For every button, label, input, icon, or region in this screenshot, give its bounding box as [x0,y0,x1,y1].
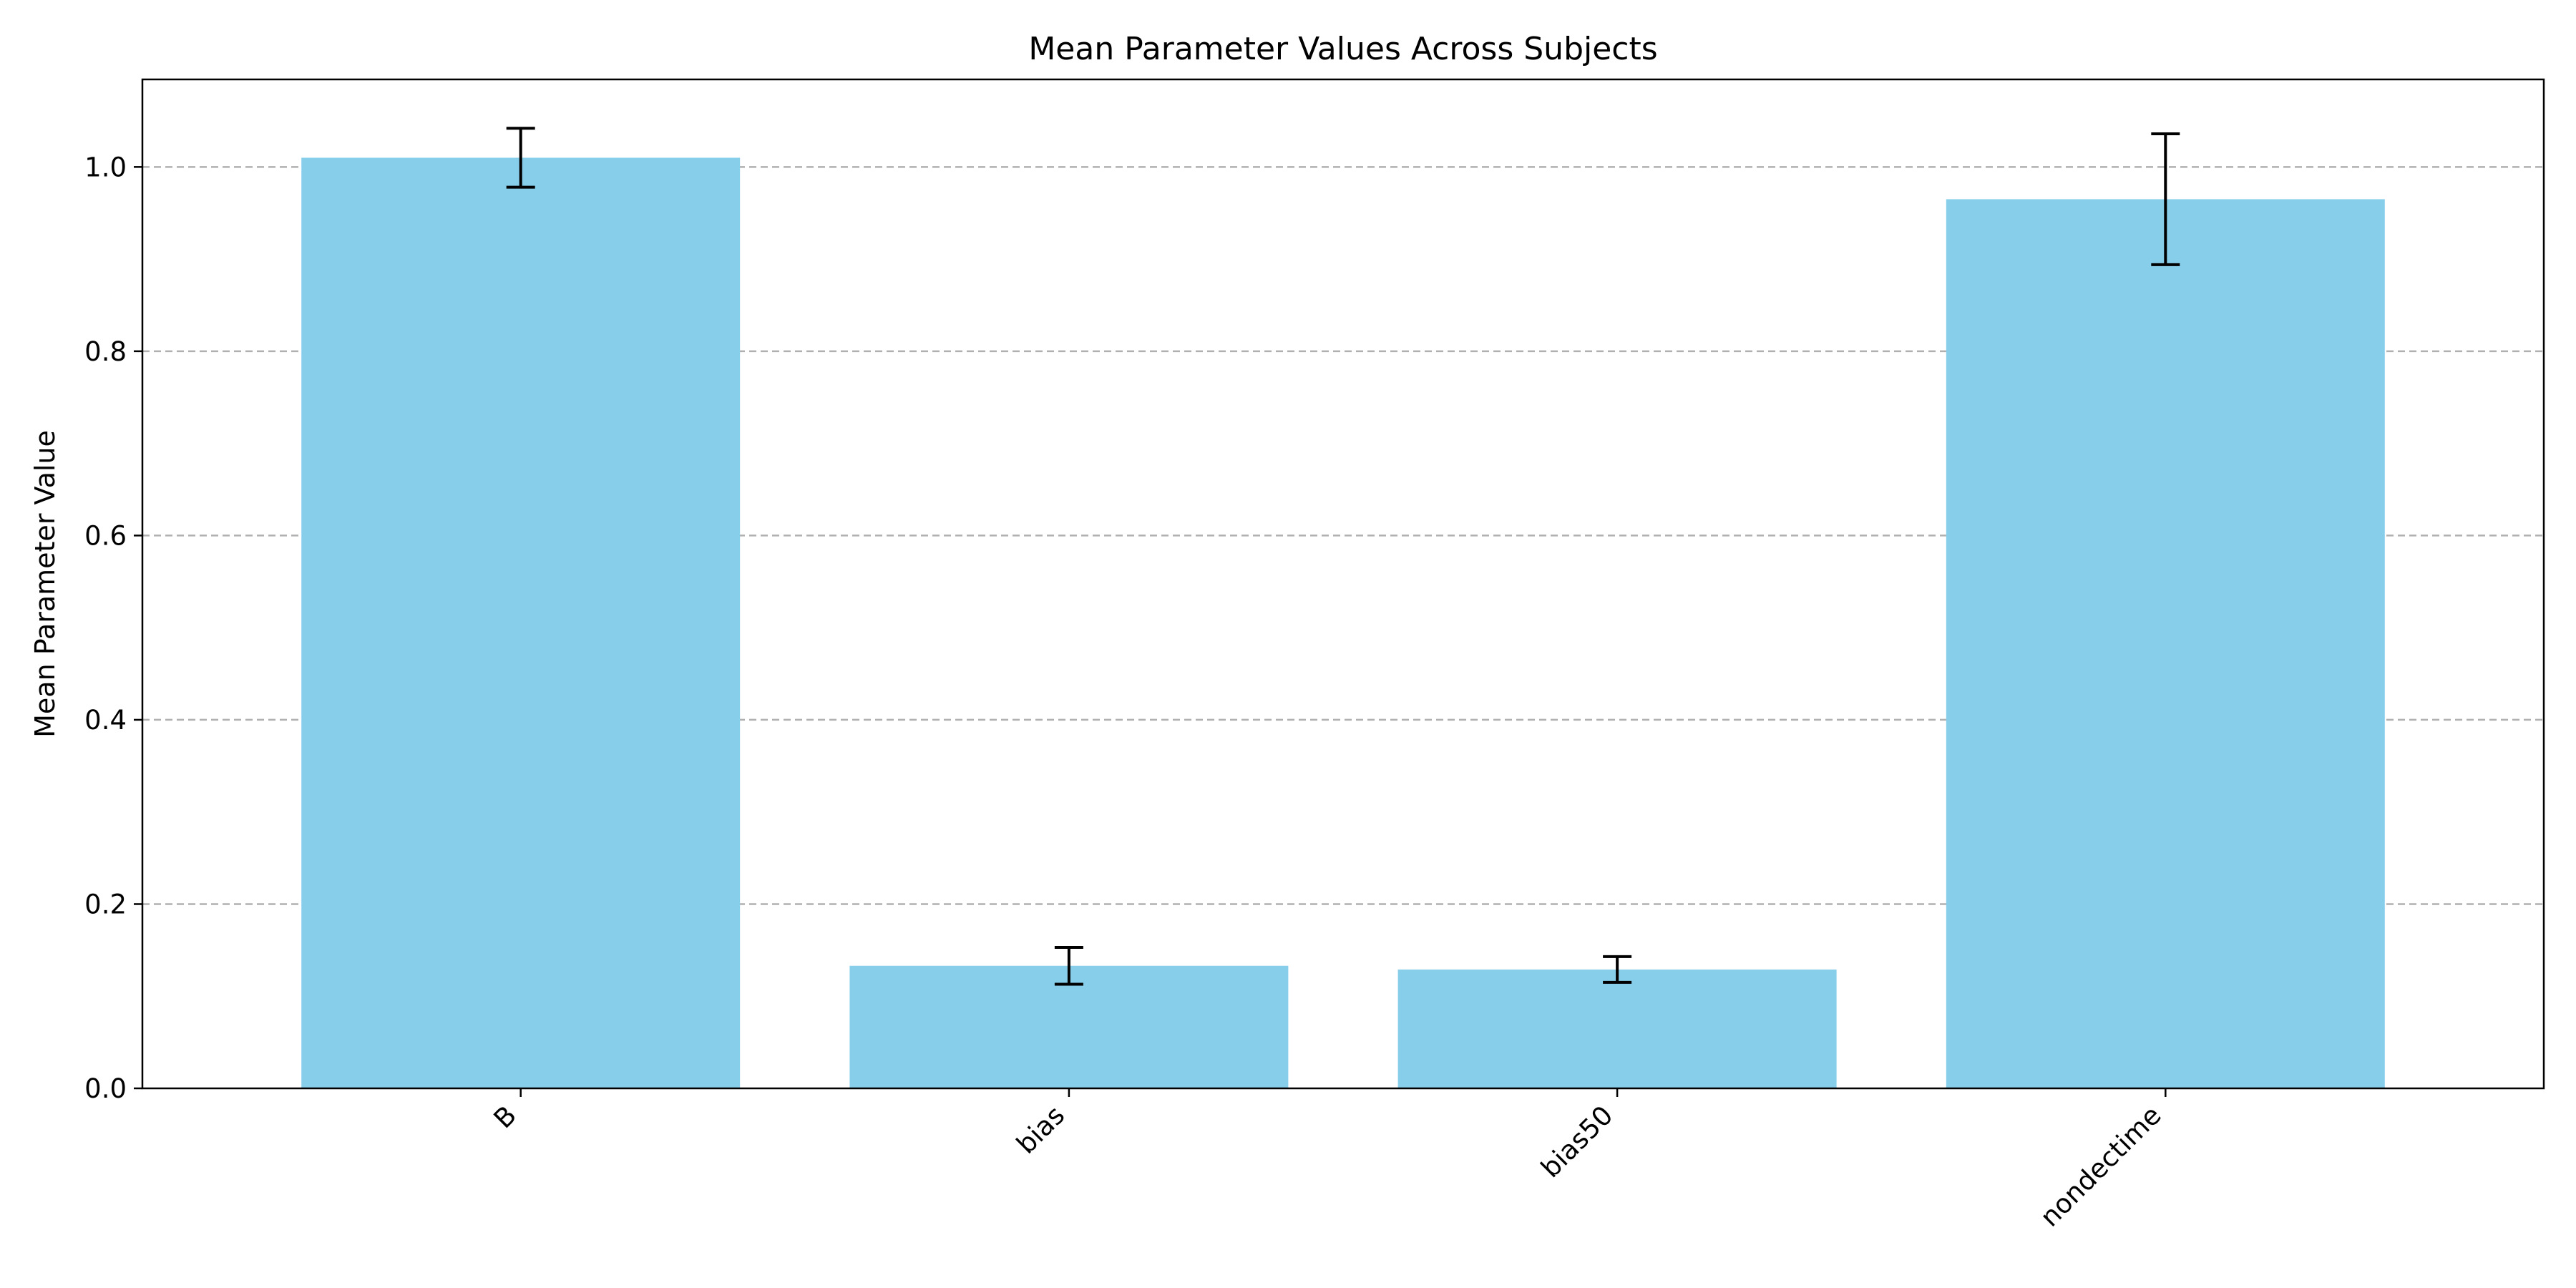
y-tick-label: 0.4 [84,705,127,736]
bar-nondectime [1946,199,2385,1089]
y-tick-label: 1.0 [84,152,127,182]
error-bars [506,127,2180,986]
y-tick-label: 0.8 [84,336,127,367]
x-tick-label-bias50: bias50 [1535,1100,1619,1184]
y-tick-label: 0.0 [84,1073,127,1104]
bars [301,157,2385,1089]
bar-bias [849,965,1289,1088]
x-tick-label-bias: bias [1010,1100,1070,1160]
x-tick-label-B: B [488,1100,522,1134]
bar-B [301,157,741,1089]
bar-bias50 [1397,969,1837,1088]
y-ticks: 0.0 0.2 0.4 0.6 0.8 1.0 [84,152,142,1104]
y-tick-label: 0.2 [84,889,127,919]
x-tick-label-nondectime: nondectime [2034,1100,2167,1233]
y-axis-label: Mean Parameter Value [29,430,61,738]
chart-title: Mean Parameter Values Across Subjects [1028,31,1657,67]
y-tick-label: 0.6 [84,520,127,551]
plot-frame [141,78,2545,1090]
